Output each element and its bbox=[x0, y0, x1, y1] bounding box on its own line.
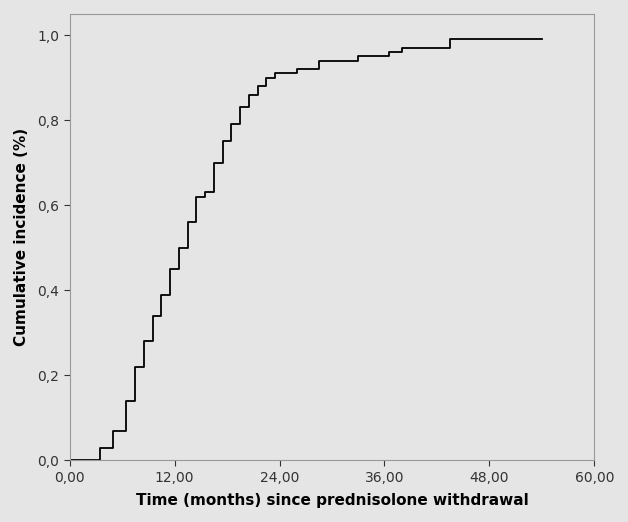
X-axis label: Time (months) since prednisolone withdrawal: Time (months) since prednisolone withdra… bbox=[136, 493, 528, 508]
Y-axis label: Cumulative incidence (%): Cumulative incidence (%) bbox=[14, 128, 29, 346]
